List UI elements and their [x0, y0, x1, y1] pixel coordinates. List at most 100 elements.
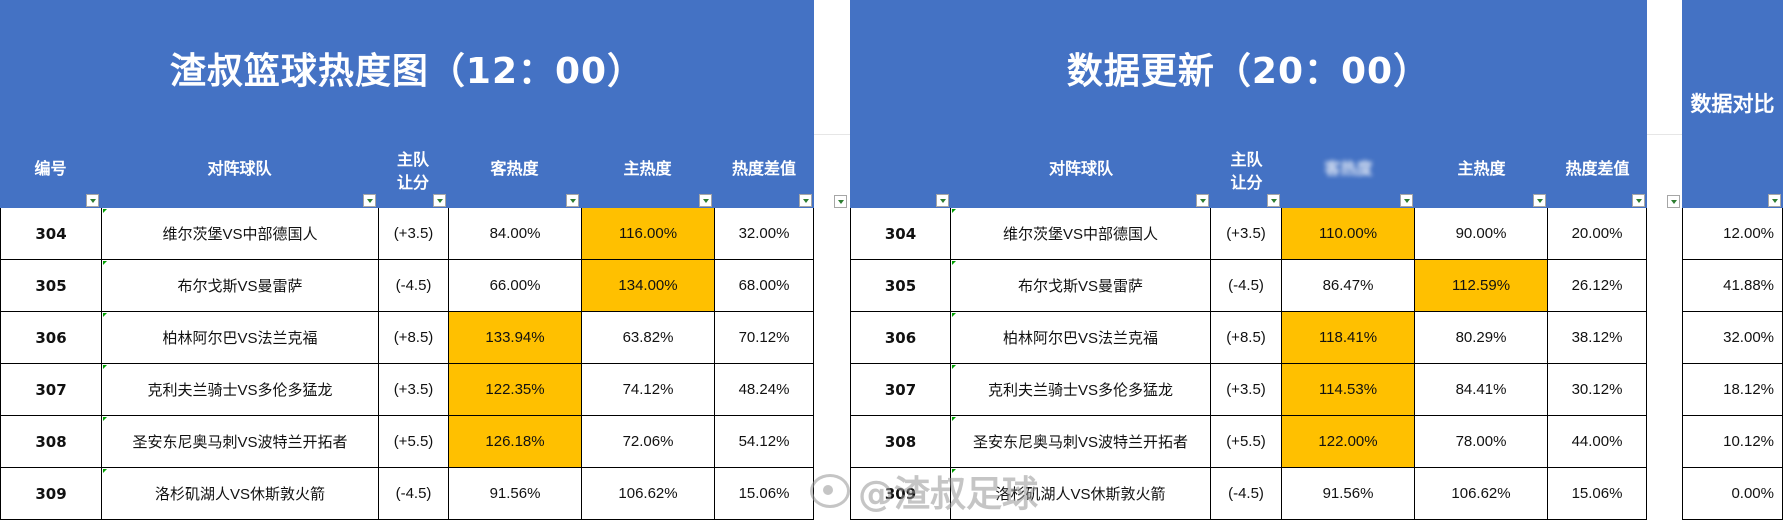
cell-away-heat[interactable]: 84.00% [449, 208, 582, 259]
cell-away-heat[interactable]: 114.53% [1282, 364, 1415, 415]
cell-compare-value[interactable]: 18.12% [1683, 364, 1783, 415]
cell-team[interactable]: 维尔茨堡VS中部德国人 [102, 208, 379, 259]
cell-compare-value[interactable]: 12.00% [1683, 208, 1783, 259]
cell-team[interactable]: 柏林阿尔巴VS法兰克福 [102, 312, 379, 363]
cell-home-heat[interactable]: 90.00% [1415, 208, 1548, 259]
filter-dropdown-icon[interactable] [433, 194, 446, 207]
cell-handicap[interactable]: (+8.5) [1211, 312, 1282, 363]
cell-home-heat[interactable]: 84.41% [1415, 364, 1548, 415]
cell-away-heat[interactable]: 126.18% [449, 416, 582, 467]
cell-id[interactable]: 307 [1, 364, 102, 415]
cell-away-heat[interactable]: 118.41% [1282, 312, 1415, 363]
cell-home-heat[interactable]: 116.00% [582, 208, 715, 259]
cell-away-heat[interactable]: 86.47% [1282, 260, 1415, 311]
cell-home-heat[interactable]: 80.29% [1415, 312, 1548, 363]
cell-handicap[interactable]: (+5.5) [1211, 416, 1282, 467]
filter-dropdown-icon[interactable] [699, 194, 712, 207]
cell-handicap[interactable]: (+3.5) [1211, 208, 1282, 259]
filter-dropdown-icon[interactable] [1667, 195, 1680, 208]
cell-id[interactable]: 309 [1, 468, 102, 519]
cell-heat-diff[interactable]: 20.00% [1548, 208, 1647, 259]
cell-team[interactable]: 布尔戈斯VS曼雷萨 [102, 260, 379, 311]
cell-id[interactable]: 308 [851, 416, 951, 467]
cell-handicap[interactable]: (+3.5) [1211, 364, 1282, 415]
cell-away-heat[interactable]: 91.56% [1282, 468, 1415, 519]
cell-home-heat[interactable]: 106.62% [582, 468, 715, 519]
cell-heat-diff[interactable]: 70.12% [715, 312, 814, 363]
cell-home-heat[interactable]: 72.06% [582, 416, 715, 467]
filter-dropdown-icon[interactable] [86, 194, 99, 207]
cell-team[interactable]: 圣安东尼奥马刺VS波特兰开拓者 [102, 416, 379, 467]
cell-handicap[interactable]: (-4.5) [1211, 468, 1282, 519]
cell-heat-diff[interactable]: 48.24% [715, 364, 814, 415]
cell-handicap[interactable]: (-4.5) [379, 468, 449, 519]
right-table-body: 304 维尔茨堡VS中部德国人 (+3.5) 110.00% 90.00% 20.00% 3… [850, 208, 1647, 520]
table-row: 18.12% [1683, 364, 1783, 416]
cell-home-heat[interactable]: 63.82% [582, 312, 715, 363]
cell-away-heat[interactable]: 133.94% [449, 312, 582, 363]
cell-compare-value[interactable]: 41.88% [1683, 260, 1783, 311]
gridline [1647, 134, 1682, 135]
filter-dropdown-icon[interactable] [1768, 194, 1781, 207]
filter-dropdown-icon[interactable] [363, 194, 376, 207]
cell-id[interactable]: 309 [851, 468, 951, 519]
cell-team[interactable]: 洛杉矶湖人VS休斯敦火箭 [951, 468, 1211, 519]
cell-home-heat[interactable]: 134.00% [582, 260, 715, 311]
col-header-id: 编号 [0, 143, 101, 208]
cell-handicap[interactable]: (-4.5) [379, 260, 449, 311]
cell-id[interactable]: 307 [851, 364, 951, 415]
cell-handicap[interactable]: (-4.5) [1211, 260, 1282, 311]
cell-team[interactable]: 维尔茨堡VS中部德国人 [951, 208, 1211, 259]
col-header-team: 对阵球队 [951, 143, 1211, 208]
cell-away-heat[interactable]: 122.35% [449, 364, 582, 415]
cell-id[interactable]: 304 [1, 208, 102, 259]
cell-id[interactable]: 305 [851, 260, 951, 311]
cell-home-heat[interactable]: 112.59% [1415, 260, 1548, 311]
cell-away-heat[interactable]: 110.00% [1282, 208, 1415, 259]
cell-id[interactable]: 306 [1, 312, 102, 363]
cell-heat-diff[interactable]: 15.06% [715, 468, 814, 519]
cell-team[interactable]: 圣安东尼奥马刺VS波特兰开拓者 [951, 416, 1211, 467]
cell-id[interactable]: 308 [1, 416, 102, 467]
filter-dropdown-icon[interactable] [566, 194, 579, 207]
filter-dropdown-icon[interactable] [1267, 194, 1280, 207]
cell-heat-diff[interactable]: 44.00% [1548, 416, 1647, 467]
filter-dropdown-icon[interactable] [1400, 194, 1413, 207]
table-row: 307 克利夫兰骑士VS多伦多猛龙 (+3.5) 114.53% 84.41% 30.12… [851, 364, 1647, 416]
cell-home-heat[interactable]: 106.62% [1415, 468, 1548, 519]
cell-handicap[interactable]: (+3.5) [379, 364, 449, 415]
cell-heat-diff[interactable]: 68.00% [715, 260, 814, 311]
cell-team[interactable]: 洛杉矶湖人VS休斯敦火箭 [102, 468, 379, 519]
cell-id[interactable]: 305 [1, 260, 102, 311]
filter-dropdown-icon[interactable] [1196, 194, 1209, 207]
cell-away-heat[interactable]: 122.00% [1282, 416, 1415, 467]
filter-dropdown-icon[interactable] [1632, 194, 1645, 207]
filter-dropdown-icon[interactable] [834, 195, 847, 208]
filter-dropdown-icon[interactable] [936, 194, 949, 207]
table-row: 306 柏林阿尔巴VS法兰克福 (+8.5) 133.94% 63.82% 70.12% [1, 312, 814, 364]
filter-dropdown-icon[interactable] [799, 194, 812, 207]
cell-away-heat[interactable]: 66.00% [449, 260, 582, 311]
cell-heat-diff[interactable]: 26.12% [1548, 260, 1647, 311]
cell-handicap[interactable]: (+8.5) [379, 312, 449, 363]
cell-heat-diff[interactable]: 15.06% [1548, 468, 1647, 519]
cell-team[interactable]: 柏林阿尔巴VS法兰克福 [951, 312, 1211, 363]
cell-home-heat[interactable]: 74.12% [582, 364, 715, 415]
cell-team[interactable]: 布尔戈斯VS曼雷萨 [951, 260, 1211, 311]
cell-heat-diff[interactable]: 54.12% [715, 416, 814, 467]
cell-home-heat[interactable]: 78.00% [1415, 416, 1548, 467]
cell-team[interactable]: 克利夫兰骑士VS多伦多猛龙 [102, 364, 379, 415]
cell-away-heat[interactable]: 91.56% [449, 468, 582, 519]
filter-dropdown-icon[interactable] [1533, 194, 1546, 207]
cell-heat-diff[interactable]: 30.12% [1548, 364, 1647, 415]
cell-handicap[interactable]: (+3.5) [379, 208, 449, 259]
cell-id[interactable]: 306 [851, 312, 951, 363]
cell-heat-diff[interactable]: 38.12% [1548, 312, 1647, 363]
cell-compare-value[interactable]: 0.00% [1683, 468, 1783, 519]
cell-compare-value[interactable]: 10.12% [1683, 416, 1783, 467]
cell-heat-diff[interactable]: 32.00% [715, 208, 814, 259]
cell-compare-value[interactable]: 32.00% [1683, 312, 1783, 363]
cell-team[interactable]: 克利夫兰骑士VS多伦多猛龙 [951, 364, 1211, 415]
cell-id[interactable]: 304 [851, 208, 951, 259]
cell-handicap[interactable]: (+5.5) [379, 416, 449, 467]
